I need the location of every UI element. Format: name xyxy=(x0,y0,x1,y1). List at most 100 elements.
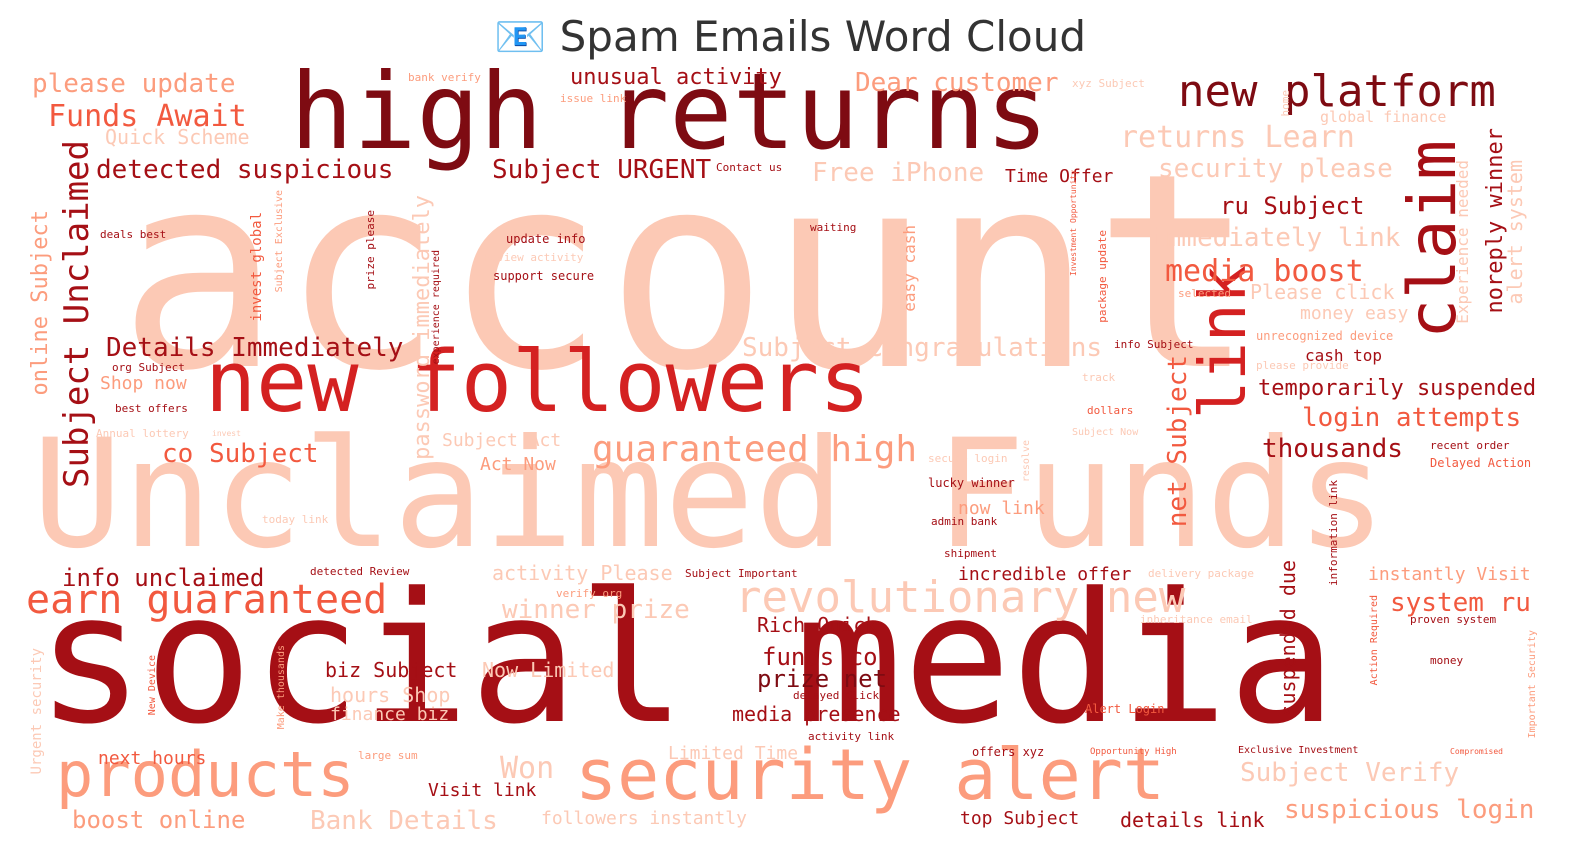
cloud-word-social-media: social media xyxy=(36,555,1337,764)
cloud-word-important-security: Important Security xyxy=(1527,630,1538,739)
cloud-word-recent-order: recent order xyxy=(1430,439,1510,452)
cloud-word-details-immediately: Details Immediately xyxy=(106,333,404,363)
cloud-word-unrecognized-device: unrecognized device xyxy=(1256,329,1394,343)
cloud-word-package-update: package update xyxy=(1096,230,1109,323)
cloud-word-org-subject: org Subject xyxy=(112,361,185,374)
cloud-word-account: account xyxy=(118,115,1256,430)
cloud-word-rich-quick: Rich Quick xyxy=(757,613,878,637)
cloud-word-please-update: please update xyxy=(32,69,236,99)
cloud-word-please-click: Please click xyxy=(1250,280,1395,304)
cloud-word-finance-biz: finance biz xyxy=(330,704,450,725)
cloud-word-top-subject: top Subject xyxy=(960,808,1080,829)
cloud-word-funds-await: Funds Await xyxy=(48,99,247,134)
cloud-word-subject-now: Subject Now xyxy=(1072,427,1139,438)
cloud-word-next-hours: next hours xyxy=(98,748,207,769)
cloud-word-action-required: Action Required xyxy=(1369,595,1380,686)
cloud-word-suspended-due: suspended due xyxy=(1276,560,1300,717)
cloud-word-invest-global: invest global xyxy=(249,212,265,322)
cloud-word-activity-please: activity Please xyxy=(492,561,673,585)
cloud-word-deals-best: deals best xyxy=(100,228,167,241)
cloud-word-inheritance-email: inheritance email xyxy=(1140,613,1253,626)
cloud-word-xyz-subject: xyz Subject xyxy=(1072,77,1145,90)
cloud-word-waiting: waiting xyxy=(810,221,857,234)
cloud-word-subject-act: Subject Act xyxy=(442,430,562,451)
cloud-word-opportunity-high: Opportunity High xyxy=(1090,747,1177,757)
cloud-word-activity-link: activity link xyxy=(808,730,895,743)
cloud-word-immediately-link: immediately link xyxy=(1150,223,1401,253)
cloud-word-funds-co: funds co xyxy=(762,643,878,671)
cloud-word-dollars: dollars xyxy=(1087,404,1134,417)
cloud-word-hours-shop: hours Shop xyxy=(330,683,451,707)
cloud-word-experience-needed: Experience needed xyxy=(1453,160,1472,324)
cloud-word-security-alert: security alert xyxy=(575,734,1166,816)
cloud-word-review-activity: Review activity xyxy=(484,251,584,264)
cloud-word-cash-top: cash top xyxy=(1305,346,1383,365)
cloud-word-ru-subject: ru Subject xyxy=(1220,192,1365,220)
cloud-word-compromised: Compromised xyxy=(1450,747,1503,756)
cloud-word-proven-system: proven system xyxy=(1410,613,1497,626)
cloud-word-revolutionary-new: revolutionary new xyxy=(735,572,1186,623)
cloud-word-support-secure: support secure xyxy=(493,269,595,283)
cloud-word-subject-exclusive: Subject Exclusive xyxy=(274,190,285,293)
cloud-word-details-link: details link xyxy=(1120,808,1265,832)
cloud-word-today-link: today link xyxy=(262,513,329,526)
cloud-word-best-offers: best offers xyxy=(115,402,188,415)
cloud-word-secure-login: secure login xyxy=(928,452,1008,465)
cloud-word-shipment: shipment xyxy=(944,547,997,560)
cloud-word-dear-customer: Dear customer xyxy=(855,68,1059,98)
cloud-word-quick-scheme: Quick Scheme xyxy=(105,125,250,149)
cloud-word-guaranteed-high: guaranteed high xyxy=(592,429,918,470)
cloud-word-prize-net: prize net xyxy=(757,665,888,693)
cloud-word-instantly-visit: instantly Visit xyxy=(1368,564,1531,585)
cloud-word-experience-required: experience required xyxy=(431,250,442,365)
cloud-word-returns-learn: returns Learn xyxy=(1120,120,1355,155)
cloud-word-update-info: update info xyxy=(506,232,586,246)
cloud-word-urgent-security: Urgent security xyxy=(29,648,45,775)
cloud-word-large-sum: large sum xyxy=(358,749,418,762)
cloud-word-new-device: New Device xyxy=(147,655,158,716)
cloud-word-won: Won xyxy=(500,751,555,786)
cloud-word-lucky-winner: lucky winner xyxy=(928,476,1015,490)
cloud-word-selected: selected xyxy=(1178,287,1231,300)
cloud-word-offers-xyz: offers xyz xyxy=(972,745,1045,759)
cloud-word-followers-instantly: followers instantly xyxy=(541,808,747,829)
cloud-word-issue-link: issue link xyxy=(560,92,627,105)
cloud-word-global-finance: global finance xyxy=(1320,108,1447,126)
cloud-word-unusual-activity: unusual activity xyxy=(570,65,782,90)
cloud-word-time-offer: Time Offer xyxy=(1005,166,1114,187)
cloud-word-delayed-action: Delayed Action xyxy=(1430,456,1532,470)
cloud-word-subject-urgent: Subject URGENT xyxy=(492,155,712,185)
cloud-word-prize-please: prize please xyxy=(364,210,377,290)
cloud-word-act-now: Act Now xyxy=(480,454,556,475)
cloud-word-information-link: information link xyxy=(1327,480,1340,586)
cloud-word-now-link: now link xyxy=(958,498,1045,519)
cloud-word-admin-bank: admin bank xyxy=(931,515,998,528)
cloud-word-unclaimed-funds: Unclaimed Funds xyxy=(32,408,1387,582)
cloud-word-new-platform: new platform xyxy=(1178,66,1496,117)
cloud-word-home: home xyxy=(1279,90,1292,117)
cloud-word-thousands: thousands xyxy=(1262,434,1403,464)
cloud-word-biz-subject: biz Subject xyxy=(325,658,458,682)
cloud-word-security-please: security please xyxy=(1158,154,1393,184)
cloud-word-shop-now: Shop now xyxy=(100,373,187,394)
cloud-word-net-subject: net Subject xyxy=(1163,355,1193,528)
cloud-word-delayed-click: delayed Click xyxy=(793,689,880,702)
cloud-word-make-thousands: Make thousands xyxy=(276,645,287,730)
cloud-word-bank-verify: bank verify xyxy=(408,71,481,84)
cloud-word-media-presence: media presence xyxy=(732,702,901,726)
cloud-word-easy-cash: easy cash xyxy=(900,225,919,312)
cloud-word-subject-unclaimed: Subject Unclaimed xyxy=(57,140,97,488)
cloud-word-please-provide: please provide xyxy=(1256,359,1349,372)
cloud-word-alert-system: alert system xyxy=(1503,160,1527,305)
cloud-word-temporarily-suspended: temporarily suspended xyxy=(1258,376,1537,401)
cloud-word-suspicious-login: suspicious login xyxy=(1284,795,1535,825)
cloud-word-co-subject: co Subject xyxy=(162,439,319,469)
cloud-word-money: money xyxy=(1430,654,1464,667)
cloud-word-contact-us: Contact us xyxy=(716,161,783,174)
cloud-word-exclusive-investment: Exclusive Investment xyxy=(1238,745,1359,756)
page-title: 📧 Spam Emails Word Cloud xyxy=(494,12,1086,61)
cloud-word-verify-org: verify org xyxy=(556,587,623,600)
cloud-word-resolve: resolve xyxy=(1021,440,1032,483)
cloud-word-earn-guaranteed: earn guaranteed xyxy=(26,577,388,623)
